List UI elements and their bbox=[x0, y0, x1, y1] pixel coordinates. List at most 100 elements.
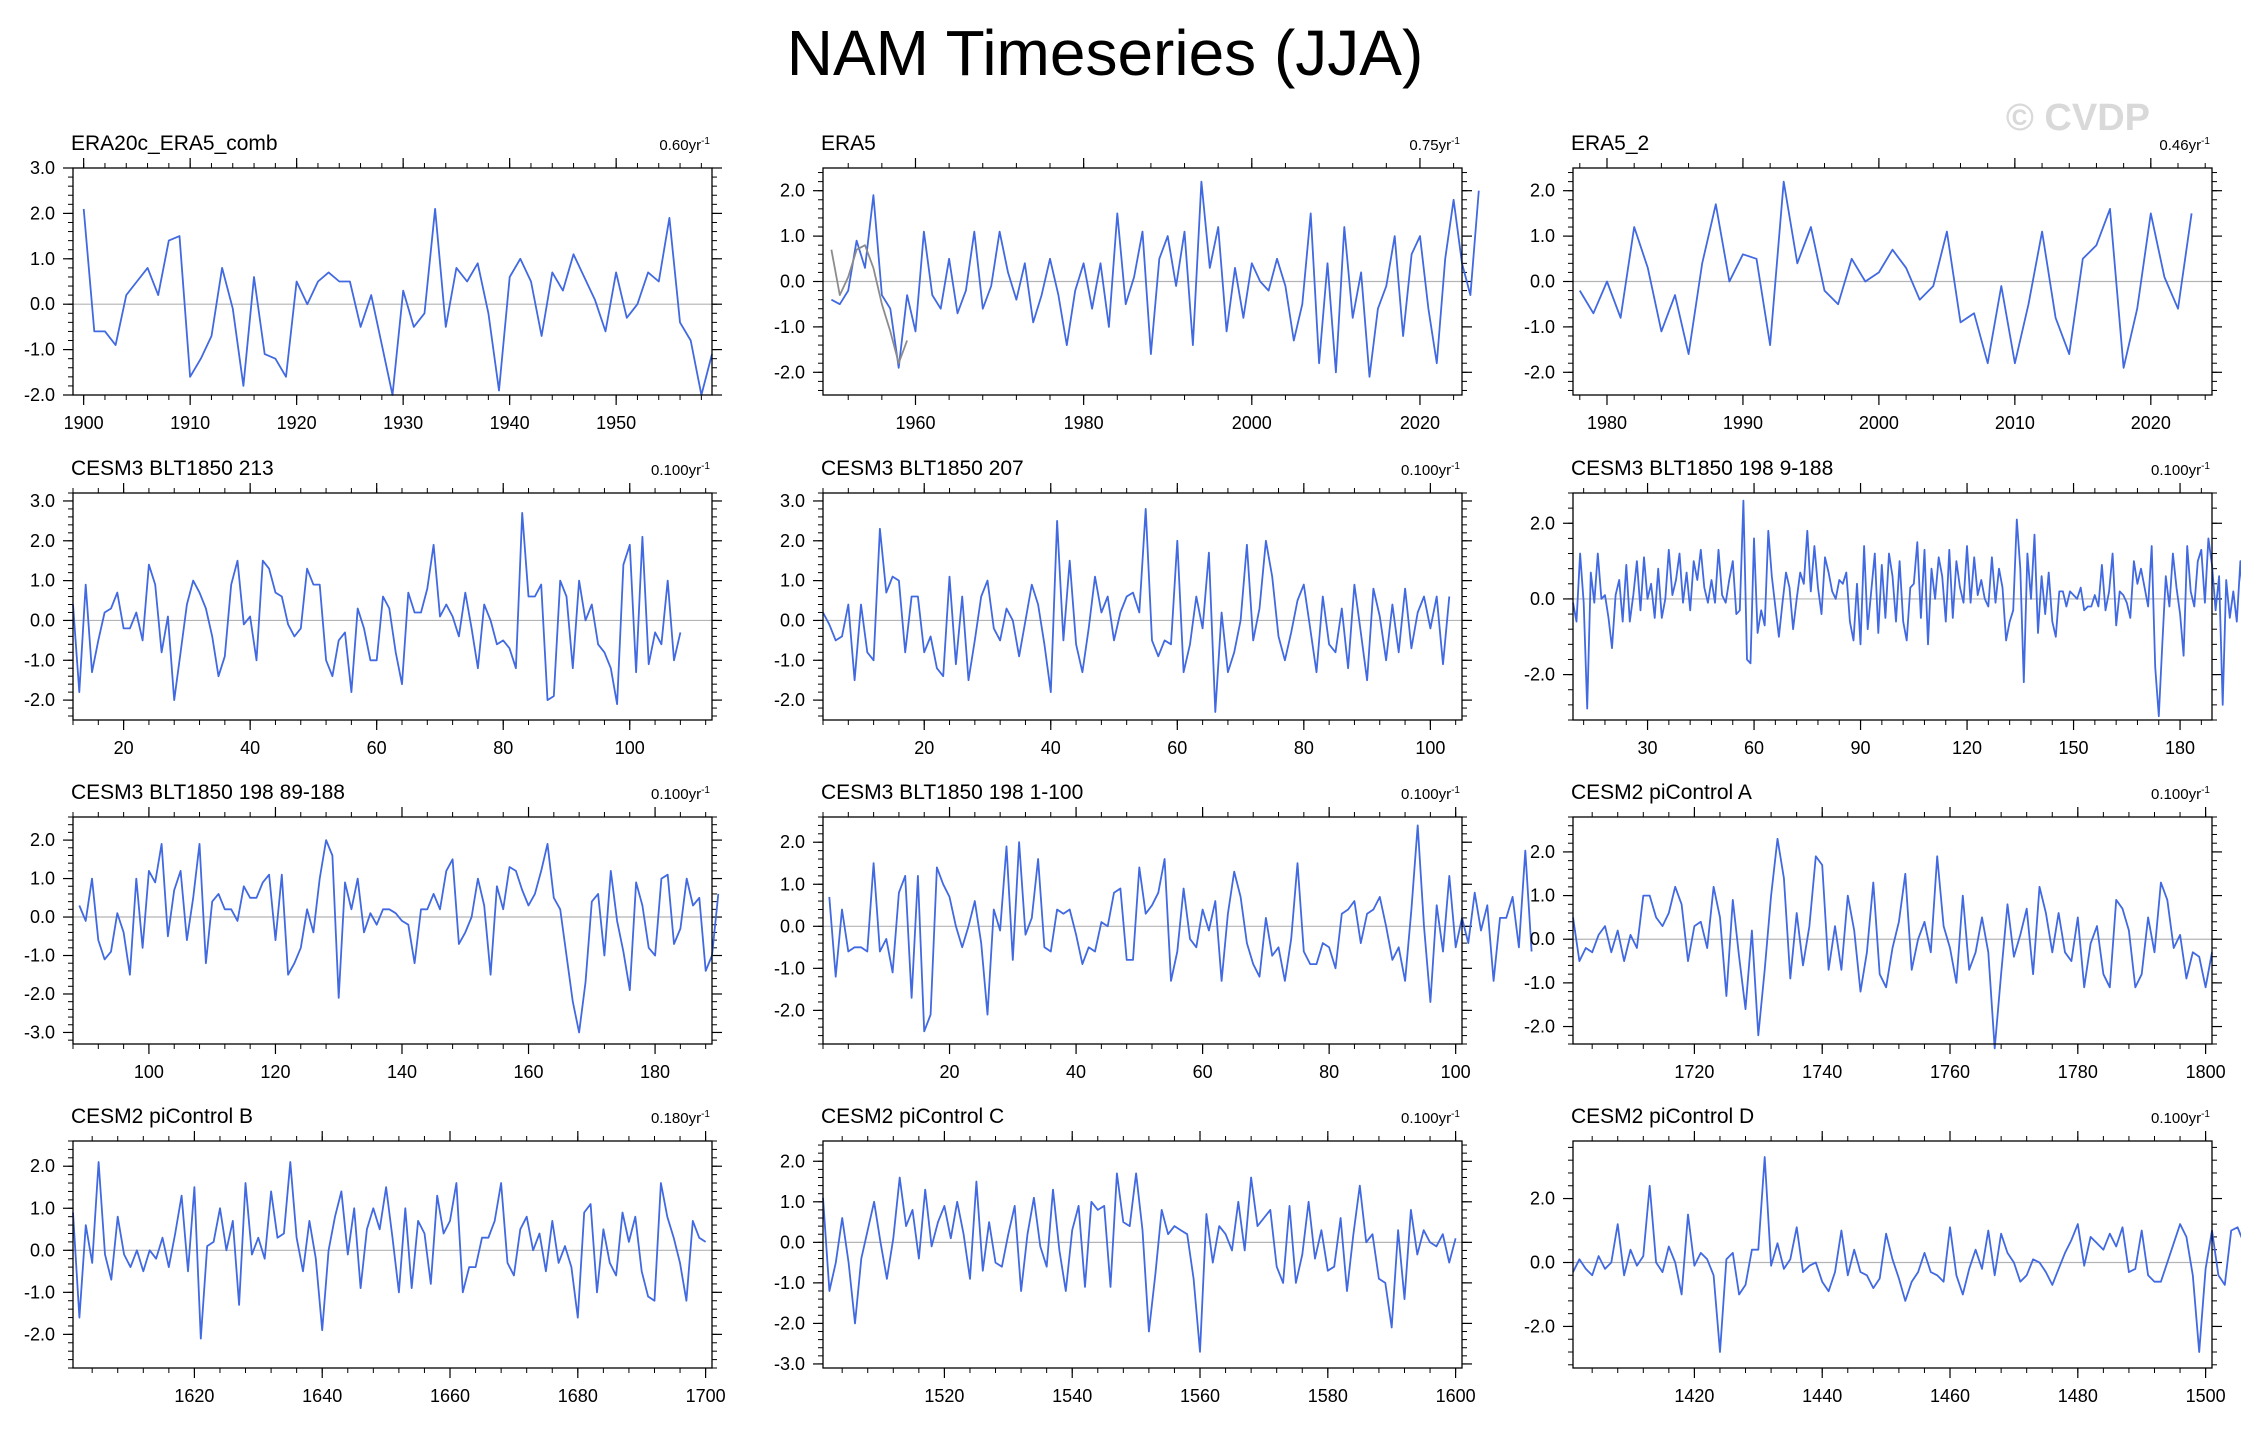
plot-frame bbox=[72, 816, 713, 1045]
trend-value: 0.46yr bbox=[2159, 137, 2201, 154]
panel-title: CESM3 BLT1850 198 9-188 bbox=[1571, 457, 1833, 480]
trend-value: 0.100yr bbox=[1401, 462, 1451, 479]
x-tick-label: 2010 bbox=[1995, 413, 2035, 433]
trend-exponent: -1 bbox=[1451, 785, 1460, 796]
y-tick-label: -2.0 bbox=[1524, 1316, 1555, 1336]
trend-label: 0.60yr-1 bbox=[659, 136, 710, 154]
x-tick-label: 1720 bbox=[1674, 1062, 1714, 1082]
figure-title: NAM Timeseries (JJA) bbox=[787, 17, 1424, 89]
x-tick-label: 180 bbox=[640, 1062, 670, 1082]
y-tick-label: 0.0 bbox=[780, 610, 805, 630]
panel-3: ERA5_2 0.46yr-1 1980 1990 2000 2010 2020 -2.0 -1… bbox=[1524, 132, 2222, 433]
x-tick-label: 1900 bbox=[64, 413, 104, 433]
series-line bbox=[828, 824, 1533, 1033]
x-tick-label: 1950 bbox=[596, 413, 636, 433]
y-tick-label: 1.0 bbox=[780, 226, 805, 246]
y-tick-label: 0.0 bbox=[780, 916, 805, 936]
x-tick-label: 100 bbox=[615, 738, 645, 758]
trend-exponent: -1 bbox=[701, 461, 710, 472]
y-tick-label: 2.0 bbox=[780, 181, 805, 201]
series-line bbox=[1572, 837, 2213, 1050]
trend-label: 0.100yr-1 bbox=[1401, 461, 1460, 479]
panel-title: CESM3 BLT1850 207 bbox=[821, 457, 1024, 480]
x-tick-label: 80 bbox=[493, 738, 513, 758]
trend-label: 0.75yr-1 bbox=[1409, 136, 1460, 154]
x-tick-label: 1960 bbox=[895, 413, 935, 433]
series-line bbox=[1572, 1156, 2241, 1353]
y-tick-label: 2.0 bbox=[30, 1156, 55, 1176]
trend-exponent: -1 bbox=[2201, 1109, 2210, 1120]
y-tick-label: -1.0 bbox=[774, 650, 805, 670]
x-tick-label: 1780 bbox=[2058, 1062, 2098, 1082]
panel-5: CESM3 BLT1850 207 0.100yr-1 20 40 60 80 100 -2.… bbox=[774, 457, 1472, 758]
series-line bbox=[1579, 180, 2193, 369]
plot-frame bbox=[822, 492, 1463, 721]
x-tick-label: 1600 bbox=[1436, 1386, 1476, 1406]
y-tick-label: 2.0 bbox=[30, 203, 55, 223]
panel-title: CESM2 piControl D bbox=[1571, 1105, 1754, 1128]
trend-exponent: -1 bbox=[2201, 785, 2210, 796]
trend-value: 0.75yr bbox=[1409, 137, 1451, 154]
y-tick-label: 1.0 bbox=[780, 874, 805, 894]
panel-12: CESM2 piControl D 0.100yr-1 1420 1440 1460 14… bbox=[1524, 1105, 2241, 1406]
series-line bbox=[82, 207, 713, 396]
y-tick-label: 1.0 bbox=[30, 1198, 55, 1218]
plot-frame bbox=[822, 167, 1463, 396]
y-tick-label: -2.0 bbox=[24, 690, 55, 710]
panel-title: CESM2 piControl C bbox=[821, 1105, 1004, 1128]
x-tick-label: 1420 bbox=[1674, 1386, 1714, 1406]
y-tick-label: 3.0 bbox=[30, 158, 55, 178]
plot-frame bbox=[1572, 816, 2213, 1045]
x-tick-label: 80 bbox=[1294, 738, 1314, 758]
x-tick-label: 120 bbox=[260, 1062, 290, 1082]
y-tick-label: -1.0 bbox=[774, 1273, 805, 1293]
y-tick-label: 0.0 bbox=[1530, 272, 1555, 292]
plot-frame bbox=[822, 1140, 1463, 1369]
x-tick-label: 60 bbox=[367, 738, 387, 758]
plot-frame bbox=[1572, 167, 2213, 396]
x-tick-label: 1990 bbox=[1723, 413, 1763, 433]
panel-1: ERA20c_ERA5_comb 0.60yr-1 1900 1910 1920 1930… bbox=[24, 132, 722, 433]
y-tick-label: 2.0 bbox=[1530, 842, 1555, 862]
x-tick-label: 20 bbox=[114, 738, 134, 758]
trend-label: 0.100yr-1 bbox=[2151, 785, 2210, 803]
x-tick-label: 1460 bbox=[1930, 1386, 1970, 1406]
trend-label: 0.100yr-1 bbox=[2151, 461, 2210, 479]
y-tick-label: 2.0 bbox=[780, 832, 805, 852]
y-tick-label: 0.0 bbox=[30, 1240, 55, 1260]
x-tick-label: 30 bbox=[1638, 738, 1658, 758]
y-tick-label: 2.0 bbox=[1530, 181, 1555, 201]
trend-exponent: -1 bbox=[1451, 461, 1460, 472]
x-tick-label: 80 bbox=[1319, 1062, 1339, 1082]
series-line bbox=[830, 180, 1480, 378]
x-tick-label: 140 bbox=[387, 1062, 417, 1082]
y-tick-label: 3.0 bbox=[30, 491, 55, 511]
panel-title: ERA5_2 bbox=[1571, 132, 1649, 155]
x-tick-label: 60 bbox=[1193, 1062, 1213, 1082]
trend-exponent: -1 bbox=[2201, 136, 2210, 147]
x-tick-label: 1920 bbox=[277, 413, 317, 433]
x-tick-label: 60 bbox=[1167, 738, 1187, 758]
y-tick-label: -2.0 bbox=[1524, 665, 1555, 685]
x-tick-label: 1500 bbox=[2186, 1386, 2226, 1406]
x-tick-label: 100 bbox=[1415, 738, 1445, 758]
x-tick-label: 1520 bbox=[924, 1386, 964, 1406]
y-tick-label: 0.0 bbox=[30, 907, 55, 927]
y-tick-label: -2.0 bbox=[774, 1313, 805, 1333]
x-tick-label: 1540 bbox=[1052, 1386, 1092, 1406]
y-tick-label: 2.0 bbox=[1530, 1189, 1555, 1209]
panel-title: CESM2 piControl A bbox=[1571, 781, 1752, 804]
x-tick-label: 1700 bbox=[686, 1386, 726, 1406]
trend-label: 0.100yr-1 bbox=[1401, 785, 1460, 803]
panel-10: CESM2 piControl B 0.180yr-1 1620 1640 1660 16… bbox=[24, 1105, 726, 1406]
y-tick-label: 2.0 bbox=[30, 531, 55, 551]
x-tick-label: 1910 bbox=[170, 413, 210, 433]
panel-title: CESM3 BLT1850 198 89-188 bbox=[71, 781, 345, 804]
x-tick-label: 2020 bbox=[1400, 413, 1440, 433]
y-tick-label: 0.0 bbox=[30, 610, 55, 630]
x-tick-label: 2000 bbox=[1232, 413, 1272, 433]
cvdp-watermark: © CVDP bbox=[2006, 97, 2150, 139]
y-tick-label: 0.0 bbox=[1530, 589, 1555, 609]
